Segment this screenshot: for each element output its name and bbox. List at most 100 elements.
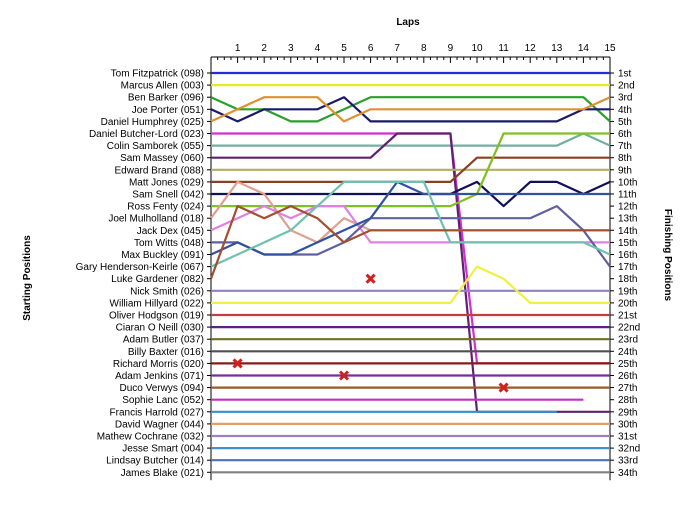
starting-driver-label: Daniel Humphrey (025) [101, 117, 204, 128]
finishing-position-label: 1st [618, 69, 632, 80]
starting-driver-label: Duco Verwys (094) [120, 383, 204, 394]
marker-stroke [338, 370, 350, 381]
starting-driver-label: Ciaran O Neill (030) [116, 323, 204, 334]
starting-driver-label: Gary Henderson-Keirle (067) [76, 262, 204, 273]
starting-driver-label: Sophie Lanc (052) [122, 395, 204, 406]
series-line [211, 132, 610, 208]
finishing-position-label: 19th [618, 286, 637, 297]
starting-driver-label: Oliver Hodgson (019) [109, 311, 204, 322]
series-line [211, 132, 611, 147]
retirement-marker [338, 370, 350, 381]
starting-driver-label: Lindsay Butcher (014) [106, 456, 204, 467]
finishing-position-label: 11th [618, 190, 637, 201]
retirement-markers [232, 273, 509, 393]
finishing-position-label: 20th [618, 298, 637, 309]
lap-tick-label: 2 [261, 43, 267, 54]
retirement-marker [232, 358, 243, 369]
starting-driver-label: James Blake (021) [121, 468, 204, 479]
starting-driver-label: Matt Jones (029) [129, 177, 204, 188]
series-line [210, 180, 610, 256]
starting-driver-label: Mathew Cochrane (032) [97, 432, 204, 443]
finishing-position-label: 3rd [618, 93, 632, 104]
finishing-position-label: 28th [618, 395, 637, 406]
lap-tick-label: 5 [341, 43, 347, 54]
finishing-position-label: 12th [618, 202, 637, 213]
lap-tick-label: 11 [498, 43, 509, 54]
series-line [210, 96, 611, 123]
left-axis-title: Starting Positions [22, 235, 33, 321]
lap-tick-label: 1 [235, 43, 241, 54]
series-line [210, 180, 610, 244]
series-line [211, 265, 610, 304]
marker-stroke [232, 358, 243, 369]
finishing-position-label: 26th [618, 371, 637, 382]
series-line [211, 132, 610, 365]
lap-tick-label: 12 [525, 43, 537, 54]
finishing-position-label: 18th [618, 274, 637, 285]
lap-tick-label: 15 [604, 43, 616, 54]
starting-driver-label: Tom Fitzpatrick (098) [111, 69, 204, 80]
finishing-position-label: 16th [618, 250, 637, 261]
tick-labels: 1 2 3 4 5 6 7 8 9 10 11 12 13 14 151st2nd3rd4th5th6th7… [76, 43, 641, 479]
finishing-position-label: 31st [618, 432, 637, 443]
finishing-position-label: 25th [618, 359, 637, 370]
starting-driver-label: William Hillyard (022) [110, 298, 204, 309]
lap-tick-label: 13 [551, 43, 563, 54]
axes [207, 56, 614, 481]
marker-stroke [498, 382, 509, 393]
starting-driver-label: Max Buckley (091) [121, 250, 204, 261]
finishing-position-label: 29th [618, 407, 637, 418]
starting-driver-label: Tom Witts (048) [134, 238, 204, 249]
finishing-position-label: 33rd [618, 456, 638, 467]
finishing-position-label: 32nd [618, 444, 640, 455]
right-axis-title: Finishing Positions [662, 209, 673, 302]
starting-driver-label: Colin Samborek (055) [107, 141, 204, 152]
starting-driver-label: Nick Smith (026) [130, 286, 204, 297]
starting-driver-label: Billy Baxter (016) [128, 347, 204, 358]
finishing-position-label: 17th [618, 262, 637, 273]
finishing-position-label: 9th [618, 165, 632, 176]
finishing-position-label: 2nd [618, 81, 635, 92]
finishing-position-label: 10th [618, 177, 637, 188]
starting-driver-label: Luke Gardener (082) [111, 274, 204, 285]
series-line [211, 180, 611, 208]
starting-driver-label: Marcus Allen (003) [121, 81, 204, 92]
starting-driver-label: Jesse Smart (004) [122, 444, 204, 455]
starting-driver-label: Joel Mulholland (018) [108, 214, 204, 225]
starting-driver-label: David Wagner (044) [115, 419, 204, 430]
starting-driver-label: Richard Morris (020) [113, 359, 204, 370]
starting-driver-label: Ben Barker (096) [128, 93, 204, 104]
series-line [210, 205, 610, 244]
starting-driver-label: Sam Snell (042) [132, 190, 204, 201]
finishing-position-label: 4th [618, 105, 632, 116]
lap-tick-label: 6 [368, 43, 374, 54]
series-line [211, 132, 610, 413]
starting-driver-label: Joe Porter (051) [132, 105, 204, 116]
lap-tick-label: 4 [315, 43, 321, 54]
series-line [210, 180, 611, 268]
finishing-position-label: 8th [618, 153, 632, 164]
finishing-position-label: 14th [618, 226, 637, 237]
finishing-position-label: 34th [618, 468, 637, 479]
finishing-position-label: 27th [618, 383, 637, 394]
series-line [210, 96, 610, 123]
lap-tick-label: 7 [394, 43, 400, 54]
finishing-position-label: 5th [618, 117, 632, 128]
finishing-position-label: 30th [618, 419, 637, 430]
lap-tick-label: 9 [448, 43, 454, 54]
x-axis-title: Laps [396, 17, 420, 28]
starting-driver-label: Daniel Butcher-Lord (023) [89, 129, 204, 140]
finishing-position-label: 7th [618, 141, 632, 152]
starting-driver-label: Jack Dex (045) [137, 226, 204, 237]
retirement-marker [498, 382, 509, 393]
series-line [210, 96, 611, 123]
lap-tick-label: 10 [471, 43, 483, 54]
finishing-position-label: 22nd [618, 323, 640, 334]
finishing-position-label: 21st [618, 311, 637, 322]
retirement-marker [365, 273, 376, 284]
starting-driver-label: Ross Fenty (024) [127, 202, 204, 213]
finishing-position-label: 24th [618, 347, 637, 358]
finishing-position-label: 13th [618, 214, 637, 225]
finishing-position-label: 23rd [618, 335, 638, 346]
